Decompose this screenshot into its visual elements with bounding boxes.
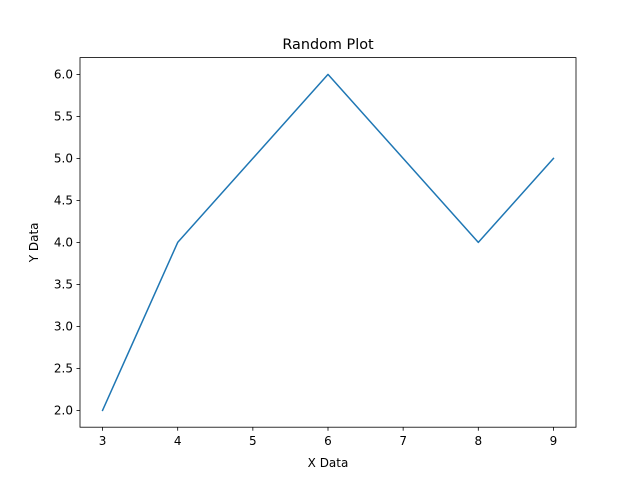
y-axis-ticks: 2.0 2.5 3.0 3.5 4.0 4.5 5.0 5.5 6.0 [54,68,80,418]
y-tick-label: 4.0 [54,236,73,250]
x-tick-label: 8 [474,434,482,448]
x-axis-label: X Data [308,456,349,470]
y-tick-label: 3.5 [54,278,73,292]
plot-background [80,58,576,428]
x-tick-label: 6 [324,434,332,448]
y-tick-label: 5.5 [54,110,73,124]
x-tick-label: 9 [550,434,558,448]
x-tick-label: 3 [99,434,107,448]
x-tick-label: 7 [399,434,407,448]
y-tick-label: 6.0 [54,68,73,82]
y-tick-label: 2.0 [54,404,73,418]
y-tick-label: 5.0 [54,152,73,166]
y-tick-label: 3.0 [54,320,73,334]
chart-title: Random Plot [282,37,374,53]
x-tick-label: 5 [249,434,257,448]
y-tick-label: 2.5 [54,362,73,376]
y-axis-label: Y Data [27,223,41,264]
x-tick-label: 4 [174,434,182,448]
y-tick-label: 4.5 [54,194,73,208]
x-axis-ticks: 3 4 5 6 7 8 9 [99,427,558,448]
